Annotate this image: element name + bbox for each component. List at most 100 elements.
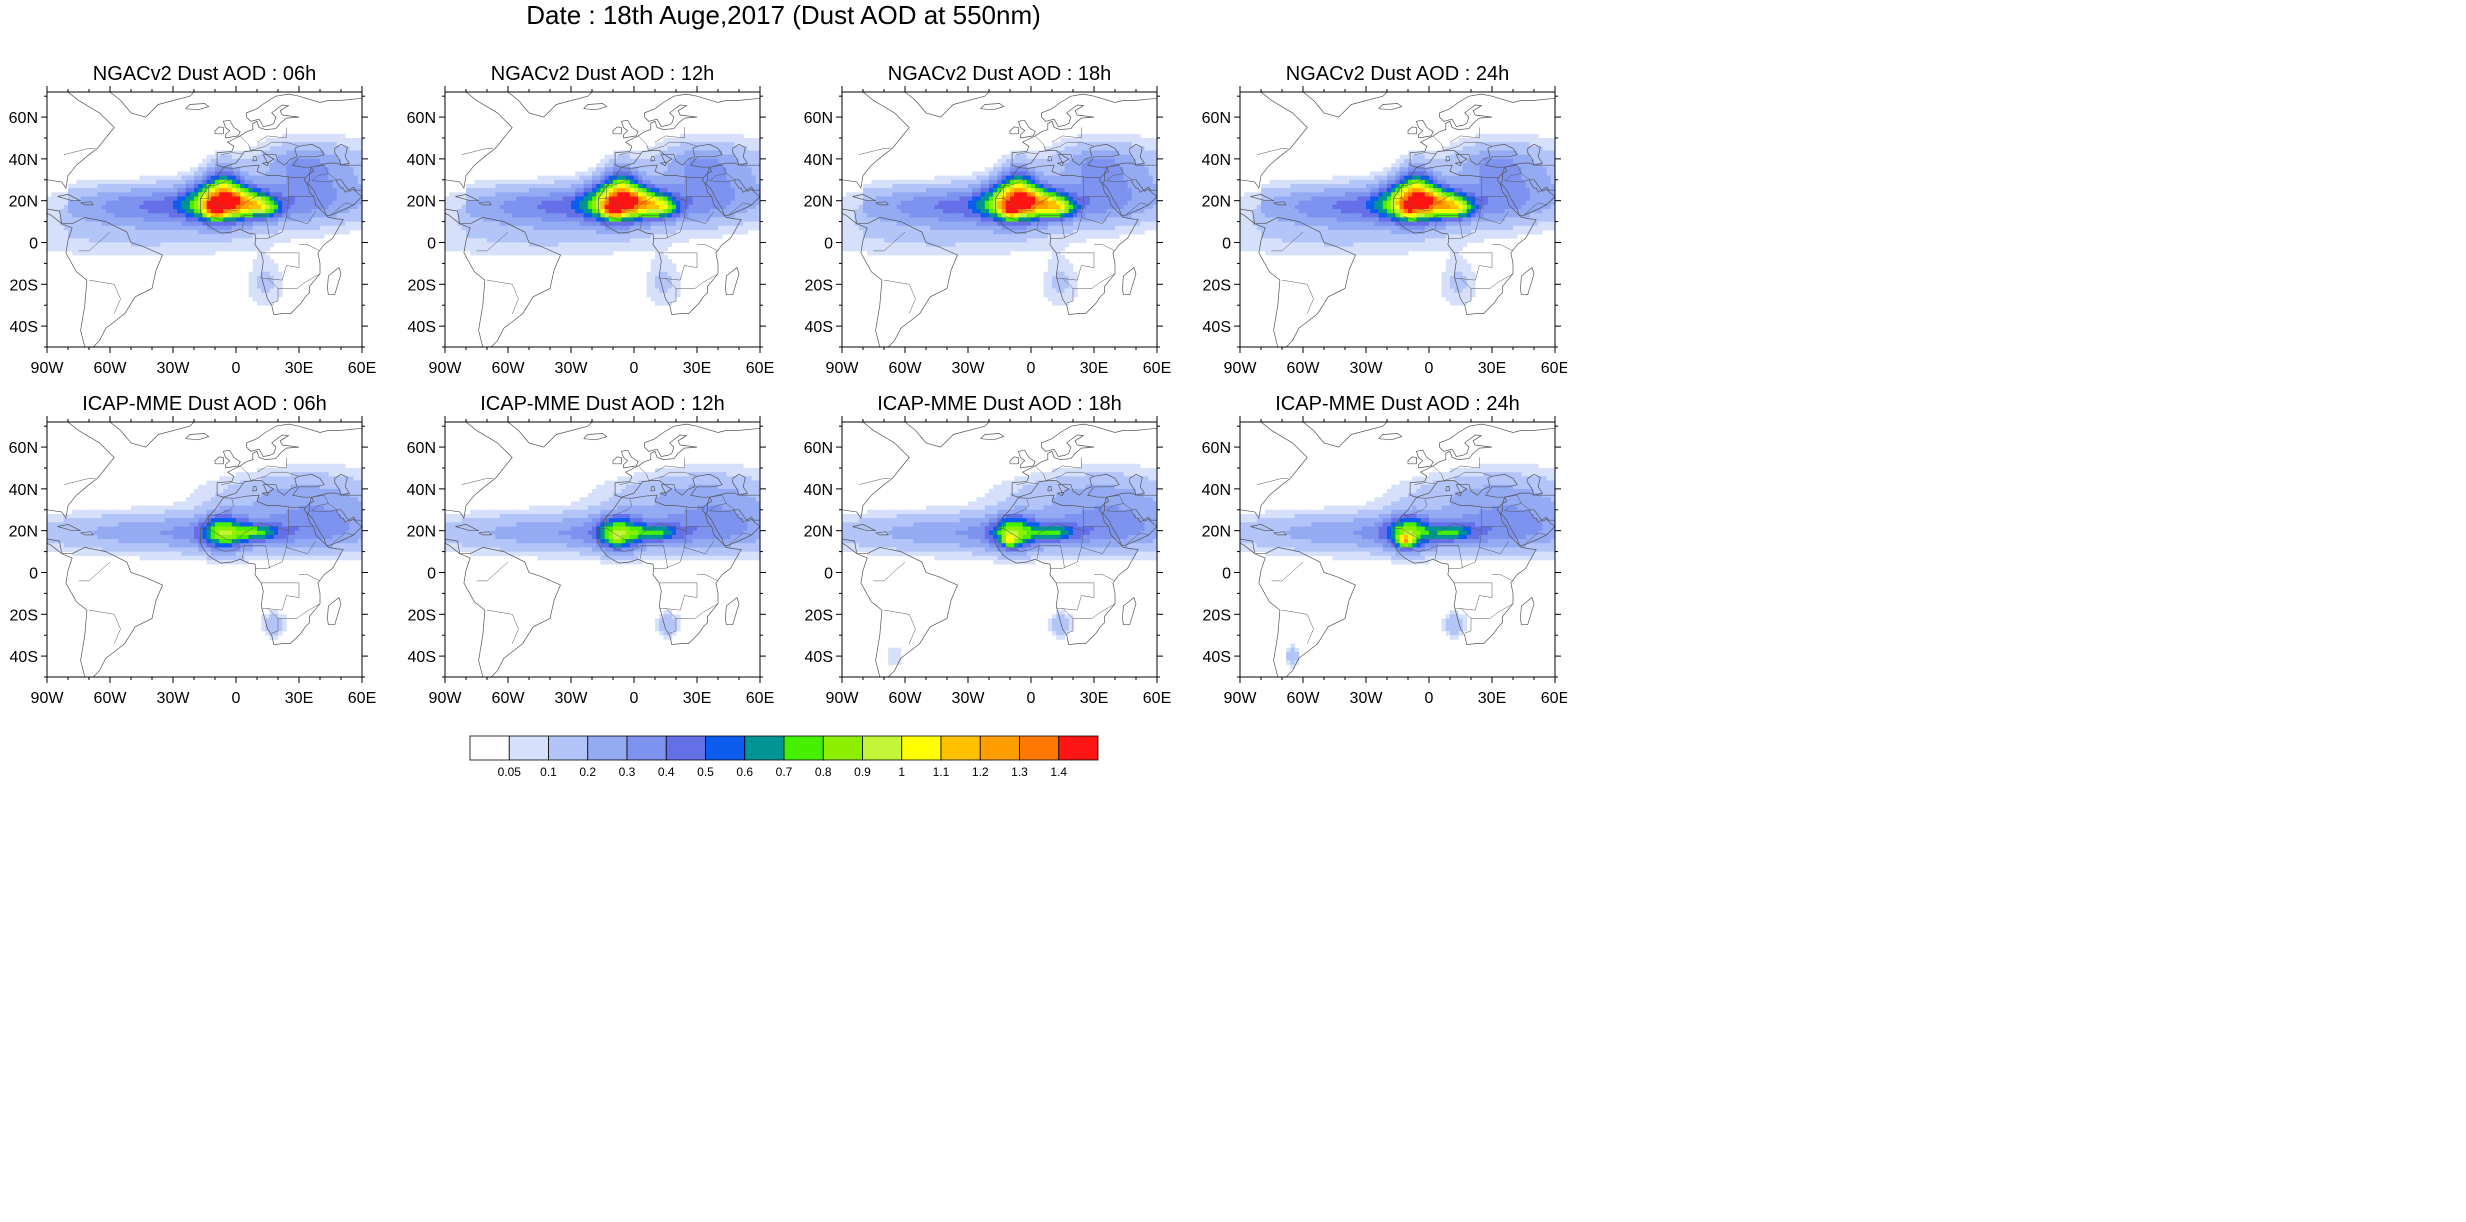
aod-cell xyxy=(917,225,923,231)
aod-cell xyxy=(244,183,249,189)
aod-cell xyxy=(164,242,170,248)
aod-cell xyxy=(160,200,165,206)
aod-cell xyxy=(1131,158,1137,164)
aod-cell xyxy=(206,179,212,185)
aod-cell xyxy=(566,200,572,206)
aod-cell xyxy=(215,221,220,227)
aod-cell xyxy=(917,192,923,197)
coastline xyxy=(732,143,748,166)
aod-cell xyxy=(252,229,258,235)
aod-cell xyxy=(294,163,300,168)
aod-cell xyxy=(596,229,601,235)
aod-cell xyxy=(1115,167,1120,172)
aod-cell xyxy=(320,154,325,160)
aod-cell xyxy=(248,275,254,281)
aod-cell xyxy=(265,179,270,185)
coastline xyxy=(612,126,622,135)
aod-cell xyxy=(896,213,902,218)
aod-cell xyxy=(72,246,77,252)
aod-cell xyxy=(650,221,656,227)
aod-cell xyxy=(286,133,291,139)
aod-cell xyxy=(457,200,463,206)
aod-cell xyxy=(1144,213,1149,218)
aod-cell xyxy=(747,158,752,164)
aod-cell xyxy=(663,217,668,222)
aod-cell xyxy=(571,209,576,214)
aod-cell xyxy=(84,183,90,189)
aod-cell xyxy=(583,221,589,227)
aod-cell xyxy=(646,188,652,193)
aod-cell xyxy=(646,183,652,189)
aod-cell xyxy=(709,146,715,151)
aod-cell xyxy=(248,288,254,294)
aod-cell xyxy=(269,267,275,273)
aod-cell xyxy=(1022,175,1028,181)
aod-cell xyxy=(324,196,329,202)
aod-cell xyxy=(89,234,94,239)
aod-cell xyxy=(680,229,685,235)
aod-cell xyxy=(353,137,359,143)
aod-cell xyxy=(524,213,530,218)
aod-cell xyxy=(1073,225,1078,231)
aod-cell xyxy=(353,171,359,177)
aod-cell xyxy=(261,163,266,168)
aod-cell xyxy=(951,229,956,235)
aod-cell xyxy=(583,188,589,193)
aod-cell xyxy=(93,250,98,256)
aod-cell xyxy=(650,263,656,268)
aod-cell xyxy=(709,183,715,189)
aod-cell xyxy=(76,209,81,214)
aod-cell xyxy=(718,213,723,218)
aod-cell xyxy=(336,175,342,181)
aod-cell xyxy=(697,183,702,189)
aod-cell xyxy=(503,242,509,248)
aod-cell xyxy=(541,196,547,202)
aod-cell xyxy=(168,229,174,235)
aod-cell xyxy=(210,175,216,181)
aod-cell xyxy=(72,196,77,202)
lat-tick-label: 20S xyxy=(408,277,436,294)
aod-cell xyxy=(959,200,965,206)
aod-cell xyxy=(863,238,868,243)
aod-cell xyxy=(206,246,212,252)
aod-cell xyxy=(55,213,60,218)
aod-cell xyxy=(947,196,952,202)
aod-cell xyxy=(959,234,965,239)
aod-cell xyxy=(650,275,656,281)
aod-cell xyxy=(655,296,660,302)
aod-cell xyxy=(1060,229,1065,235)
aod-cell xyxy=(131,217,136,222)
aod-cell xyxy=(1131,183,1137,189)
aod-cell xyxy=(189,183,195,189)
aod-cell xyxy=(583,225,589,231)
aod-cell xyxy=(726,175,731,181)
aod-cell xyxy=(726,142,731,147)
aod-cell xyxy=(997,217,1002,222)
aod-cell xyxy=(993,183,998,189)
border xyxy=(684,210,715,224)
aod-cell xyxy=(265,192,270,197)
aod-cell xyxy=(879,234,885,239)
aod-cell xyxy=(1123,158,1128,164)
aod-cell xyxy=(972,217,977,222)
aod-cell xyxy=(579,183,584,189)
aod-cell xyxy=(495,246,500,252)
aod-cell xyxy=(1119,196,1124,202)
aod-cell xyxy=(269,146,275,151)
aod-cell xyxy=(638,183,643,189)
aod-cell xyxy=(265,292,270,298)
aod-cell xyxy=(474,217,479,222)
aod-cell xyxy=(341,225,346,231)
aod-cell xyxy=(1077,200,1082,206)
aod-cell xyxy=(1140,229,1145,235)
aod-cell xyxy=(558,229,563,235)
aod-cell xyxy=(189,242,195,248)
aod-cell xyxy=(688,213,694,218)
aod-cell xyxy=(231,192,237,197)
aod-cell xyxy=(76,192,81,197)
aod-cell xyxy=(273,225,279,231)
aod-cell xyxy=(349,150,354,156)
aod-cell xyxy=(252,217,258,222)
aod-cell xyxy=(278,221,283,227)
aod-cell xyxy=(328,188,333,193)
